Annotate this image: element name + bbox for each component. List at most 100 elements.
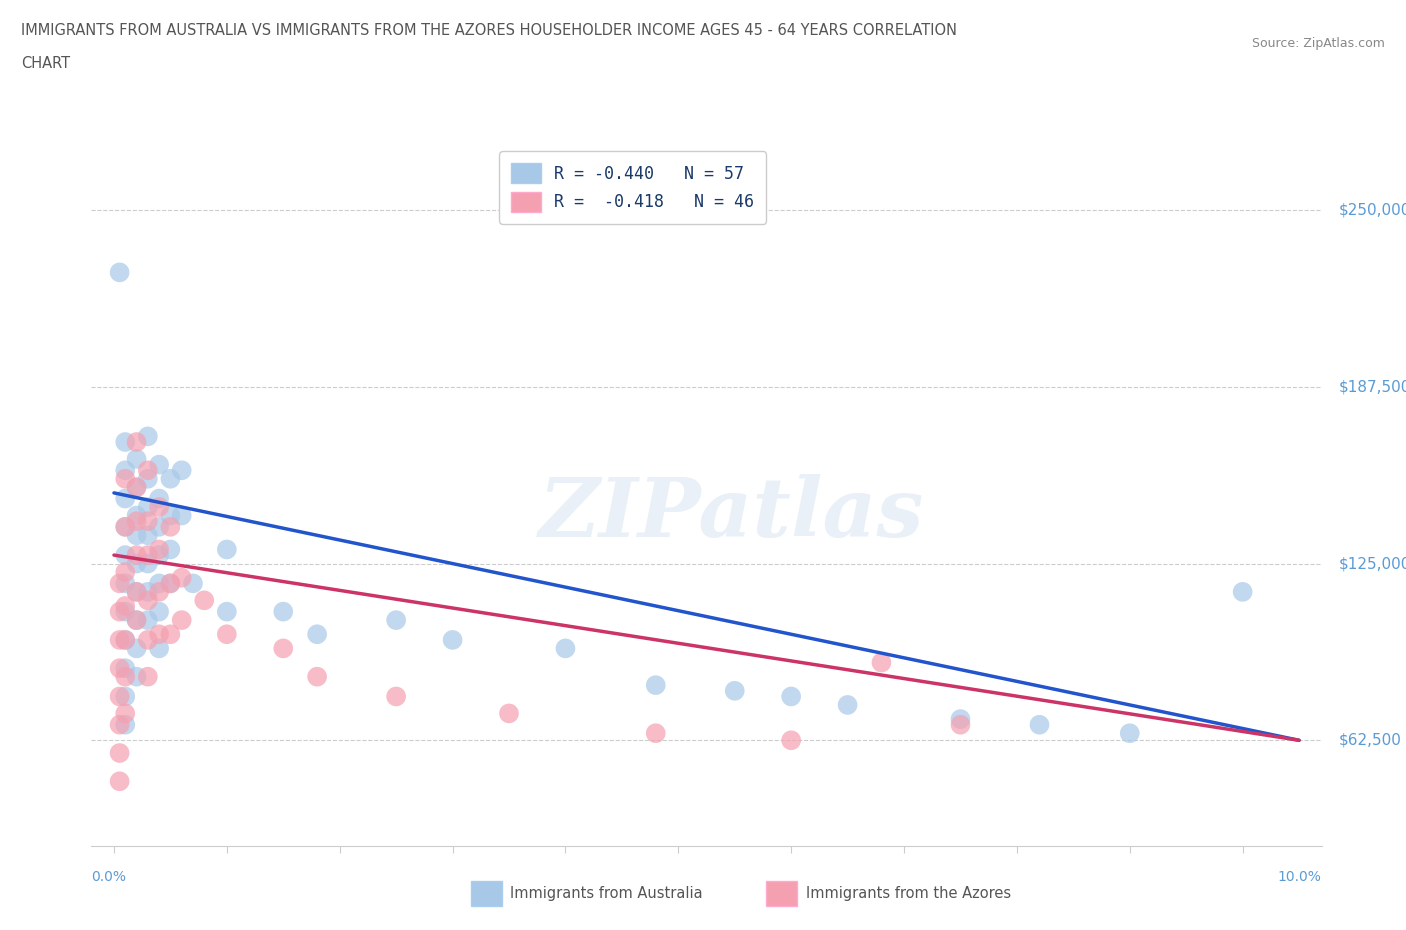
Point xyxy=(1232,584,1254,599)
Point xyxy=(114,660,136,675)
Point xyxy=(125,641,148,656)
Point xyxy=(136,548,159,563)
Point xyxy=(125,434,148,449)
Point xyxy=(136,463,159,478)
Text: $250,000: $250,000 xyxy=(1339,203,1406,218)
Point xyxy=(108,576,131,591)
Point xyxy=(125,548,148,563)
Legend: R = -0.440   N = 57, R =  -0.418   N = 46: R = -0.440 N = 57, R = -0.418 N = 46 xyxy=(499,152,766,224)
Point xyxy=(307,627,329,642)
Point xyxy=(108,717,131,732)
Point xyxy=(125,513,148,528)
Point xyxy=(148,584,170,599)
Point xyxy=(159,576,181,591)
Point xyxy=(148,499,170,514)
Point xyxy=(114,576,136,591)
Text: Source: ZipAtlas.com: Source: ZipAtlas.com xyxy=(1251,37,1385,50)
Point xyxy=(837,698,859,712)
Text: $187,500: $187,500 xyxy=(1339,379,1406,394)
Point xyxy=(125,480,148,495)
Point xyxy=(170,570,193,585)
Point xyxy=(114,519,136,534)
Point xyxy=(108,689,131,704)
Point xyxy=(114,463,136,478)
Text: ZIPatlas: ZIPatlas xyxy=(538,474,924,554)
FancyBboxPatch shape xyxy=(766,882,797,906)
Point xyxy=(159,542,181,557)
Point xyxy=(949,711,972,726)
Point xyxy=(136,429,159,444)
Point xyxy=(114,632,136,647)
Point xyxy=(125,556,148,571)
Point xyxy=(780,689,803,704)
Point xyxy=(385,613,408,628)
Point xyxy=(193,593,215,608)
Point xyxy=(114,434,136,449)
Point xyxy=(114,472,136,486)
Point xyxy=(108,774,131,789)
Point xyxy=(307,670,329,684)
Point xyxy=(215,604,238,619)
Point xyxy=(125,613,148,628)
Point xyxy=(181,576,204,591)
Point xyxy=(148,627,170,642)
Point xyxy=(136,556,159,571)
Point xyxy=(114,717,136,732)
Point xyxy=(148,604,170,619)
Point xyxy=(125,584,148,599)
Point xyxy=(170,508,193,523)
Point xyxy=(159,576,181,591)
Point xyxy=(148,458,170,472)
Point xyxy=(114,632,136,647)
Point xyxy=(159,508,181,523)
Point xyxy=(271,604,294,619)
Point xyxy=(114,604,136,619)
Point xyxy=(780,733,803,748)
Text: 10.0%: 10.0% xyxy=(1278,870,1322,884)
Point xyxy=(148,576,170,591)
Point xyxy=(159,519,181,534)
Point xyxy=(114,670,136,684)
Point xyxy=(136,613,159,628)
Point xyxy=(136,593,159,608)
Point xyxy=(441,632,464,647)
Point xyxy=(1028,717,1050,732)
Point xyxy=(148,491,170,506)
Point xyxy=(554,641,576,656)
Point xyxy=(170,463,193,478)
Text: IMMIGRANTS FROM AUSTRALIA VS IMMIGRANTS FROM THE AZORES HOUSEHOLDER INCOME AGES : IMMIGRANTS FROM AUSTRALIA VS IMMIGRANTS … xyxy=(21,23,957,38)
Text: $125,000: $125,000 xyxy=(1339,556,1406,571)
Text: $62,500: $62,500 xyxy=(1339,733,1402,748)
Point xyxy=(215,542,238,557)
Point xyxy=(108,265,131,280)
Point xyxy=(271,641,294,656)
Point xyxy=(136,472,159,486)
Point xyxy=(114,519,136,534)
Point xyxy=(108,746,131,761)
Text: Immigrants from the Azores: Immigrants from the Azores xyxy=(806,886,1011,901)
Point xyxy=(125,613,148,628)
Point xyxy=(114,689,136,704)
Point xyxy=(215,627,238,642)
Point xyxy=(108,632,131,647)
Point xyxy=(148,542,170,557)
Text: Immigrants from Australia: Immigrants from Australia xyxy=(510,886,703,901)
Point xyxy=(136,513,159,528)
Point xyxy=(108,660,131,675)
Point xyxy=(125,670,148,684)
Point xyxy=(114,491,136,506)
Point xyxy=(870,655,893,670)
Point xyxy=(498,706,520,721)
Point xyxy=(136,499,159,514)
Point xyxy=(136,528,159,543)
Point xyxy=(148,548,170,563)
Point xyxy=(385,689,408,704)
Point xyxy=(125,480,148,495)
Point xyxy=(125,584,148,599)
Text: CHART: CHART xyxy=(21,56,70,71)
Point xyxy=(108,604,131,619)
Point xyxy=(125,452,148,467)
Text: 0.0%: 0.0% xyxy=(91,870,127,884)
Point xyxy=(170,613,193,628)
Point xyxy=(125,528,148,543)
